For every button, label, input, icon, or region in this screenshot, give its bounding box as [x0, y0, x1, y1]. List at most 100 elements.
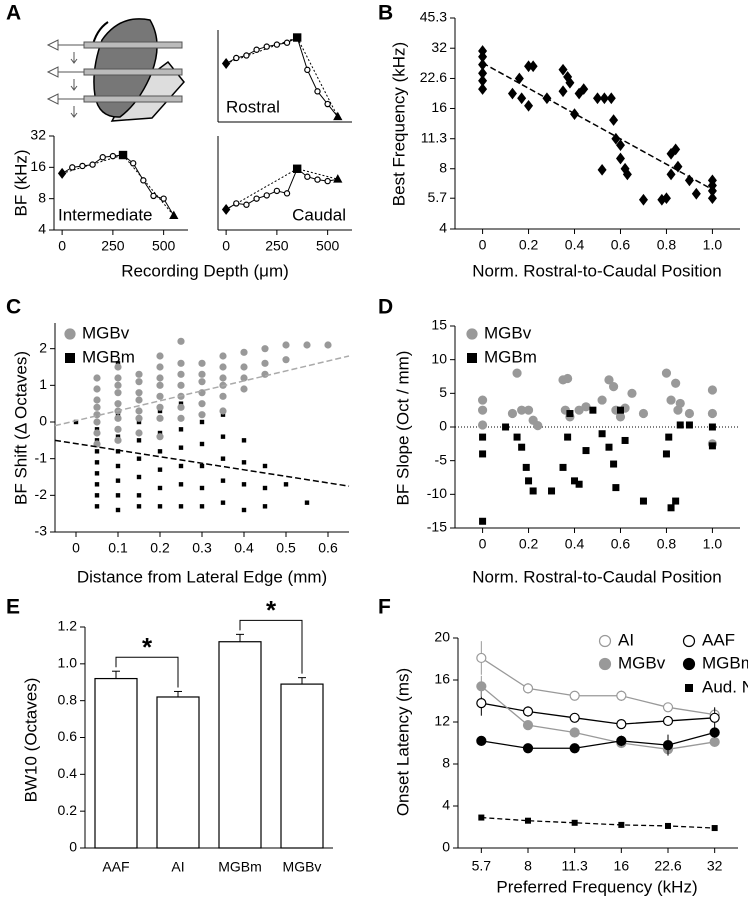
fit-line — [54, 439, 350, 487]
marker — [199, 463, 205, 469]
x-tick-label: 0.4 — [234, 540, 254, 556]
subplot-title: Caudal — [292, 205, 346, 224]
fit-line — [482, 62, 713, 191]
y-tick-label: 11.3 — [421, 129, 447, 145]
marker — [569, 727, 580, 738]
marker — [476, 697, 487, 709]
marker — [253, 46, 260, 53]
marker — [608, 382, 619, 392]
x-tick-label: 0 — [72, 540, 80, 556]
marker — [243, 52, 250, 59]
marker — [93, 396, 101, 404]
marker — [282, 341, 290, 349]
marker — [240, 363, 248, 371]
x-tick-label: 250 — [101, 238, 125, 254]
marker — [478, 50, 488, 63]
marker — [177, 403, 185, 411]
trend-line — [225, 36, 339, 118]
x-tick-label: 0 — [58, 238, 66, 254]
marker — [241, 482, 247, 487]
marker — [135, 370, 143, 378]
marker — [711, 825, 718, 832]
marker — [156, 374, 164, 382]
y-tick-label: 1 — [39, 376, 47, 392]
y-tick-label: -10 — [427, 485, 447, 501]
marker — [57, 167, 67, 179]
marker — [533, 421, 543, 431]
marker — [612, 484, 620, 492]
marker — [156, 352, 164, 360]
marker — [241, 460, 247, 465]
x-tick-label: 500 — [152, 238, 176, 254]
marker — [476, 652, 487, 664]
marker — [314, 176, 321, 183]
legend-marker — [64, 328, 76, 340]
marker — [571, 819, 578, 826]
marker — [528, 60, 538, 73]
marker — [136, 438, 142, 443]
marker — [599, 92, 609, 105]
x-axis-label: Distance from Lateral Edge (mm) — [77, 567, 327, 586]
marker — [157, 485, 163, 491]
marker — [479, 433, 487, 441]
marker — [79, 162, 86, 170]
marker — [707, 192, 717, 205]
marker — [156, 403, 164, 411]
marker — [616, 735, 627, 747]
marker — [89, 161, 96, 168]
x-tick-label: 0.3 — [192, 540, 212, 556]
marker — [661, 368, 672, 378]
x-axis-label: Recording Depth (μm) — [121, 261, 289, 280]
marker — [292, 33, 302, 42]
marker — [709, 712, 720, 723]
subplot-title: Rostral — [226, 97, 280, 116]
marker — [478, 58, 488, 71]
marker — [115, 507, 121, 513]
marker — [671, 143, 681, 156]
marker — [94, 482, 100, 487]
marker — [219, 407, 227, 415]
legend-marker — [598, 634, 612, 648]
marker — [94, 493, 100, 498]
legend-label: MGBm — [484, 347, 537, 366]
y-tick-label: -3 — [35, 523, 48, 539]
marker — [605, 443, 613, 451]
marker — [253, 195, 260, 202]
marker — [136, 493, 142, 498]
marker — [708, 442, 716, 450]
legend-marker — [65, 353, 75, 363]
y-tick-label: 0.8 — [58, 691, 78, 707]
marker — [589, 406, 597, 414]
x-axis-label: Norm. Rostral-to-Caudal Position — [472, 261, 721, 280]
marker — [524, 99, 534, 112]
y-tick-label: 15 — [431, 317, 447, 333]
bar — [94, 677, 138, 849]
marker — [616, 690, 627, 701]
significance-star: * — [266, 595, 277, 625]
x-tick-label: 0.6 — [318, 540, 338, 556]
legend-marker — [682, 657, 696, 671]
marker — [115, 412, 121, 417]
significance-bracket — [239, 619, 303, 674]
marker — [507, 87, 517, 100]
marker — [529, 487, 537, 495]
marker — [512, 368, 522, 378]
marker — [597, 163, 607, 176]
marker — [564, 433, 572, 441]
marker — [129, 160, 137, 167]
marker — [178, 463, 184, 469]
marker — [198, 411, 206, 419]
marker — [261, 345, 269, 353]
data-line — [480, 685, 715, 750]
marker — [606, 92, 616, 105]
y-tick-label: 0.4 — [58, 765, 78, 781]
legend-label: AI — [618, 630, 634, 649]
marker — [478, 74, 488, 87]
marker — [666, 168, 676, 181]
marker — [157, 504, 163, 509]
marker — [639, 497, 647, 505]
legend-marker — [685, 684, 693, 692]
x-tick-label: 5.7 — [472, 858, 492, 874]
marker — [160, 195, 167, 202]
legend-label: MGBv — [484, 323, 532, 342]
